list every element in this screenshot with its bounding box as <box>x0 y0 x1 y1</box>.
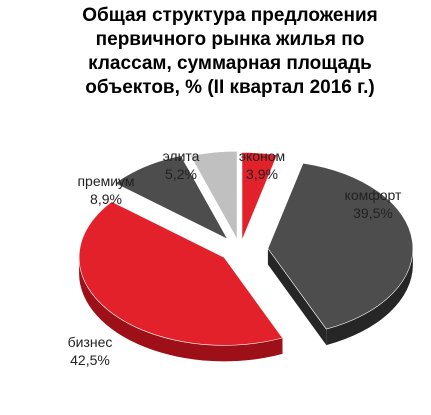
pie-slice-side-бизнес <box>79 257 283 362</box>
pie-slice-бизнес <box>78 201 284 346</box>
chart-title-line: классам, суммарная площадь <box>88 53 372 74</box>
chart-title: Общая структура предложения первичного р… <box>40 4 420 100</box>
chart-title-line: объектов, % (II квартал 2016 г.) <box>85 77 375 98</box>
pie-slice-wall-комфорт <box>267 248 327 346</box>
pie-slice-премиум <box>114 155 229 240</box>
slice-label-name: премиум <box>77 173 134 189</box>
slice-label-name: элита <box>163 148 200 164</box>
pie-slice-комфорт <box>267 162 414 330</box>
pie-slice-side-комфорт <box>326 248 413 346</box>
pie-slice-эконом <box>241 152 278 241</box>
slice-label-value: 42,5% <box>70 352 110 368</box>
slice-label-value: 39,5% <box>353 205 393 221</box>
slice-label-name: бизнес <box>68 334 113 350</box>
slice-label-name: комфорт <box>345 187 402 203</box>
slice-label-value: 8,9% <box>90 191 122 207</box>
chart-title-line: первичного рынка жилья по <box>95 29 365 50</box>
chart-title-line: Общая структура предложения <box>82 5 378 26</box>
slice-label-value: 5,2% <box>165 166 197 182</box>
slice-label-value: 3,9% <box>246 166 278 182</box>
slice-label-name: эконом <box>239 148 285 164</box>
pie-slice-элита <box>190 150 238 241</box>
